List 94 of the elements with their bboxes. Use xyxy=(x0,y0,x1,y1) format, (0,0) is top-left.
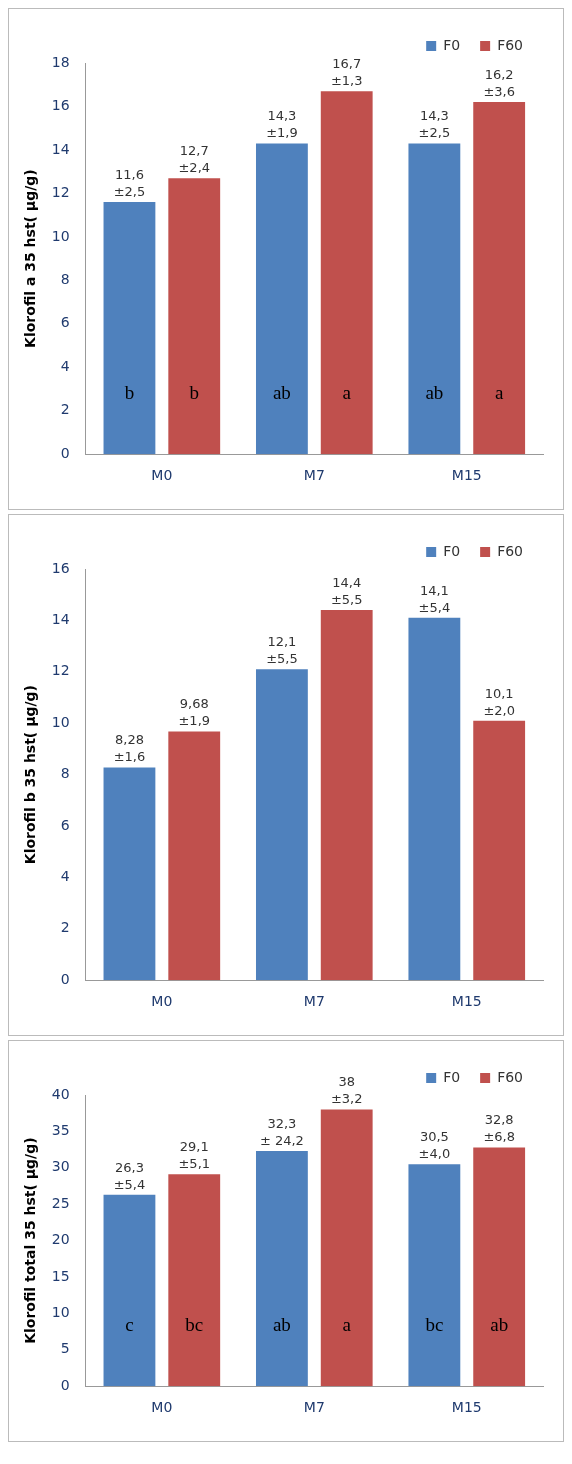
y-tick-label: 15 xyxy=(51,1267,70,1284)
bar xyxy=(255,669,308,981)
data-label: 11,6 ±2,5 xyxy=(113,166,146,199)
x-tick-label: M15 xyxy=(451,467,482,484)
data-label: 8,28 ±1,6 xyxy=(113,732,146,765)
y-tick-label: 18 xyxy=(51,53,70,70)
y-tick-label: 2 xyxy=(60,919,70,936)
y-tick-label: 12 xyxy=(51,662,70,679)
annotation: b xyxy=(124,382,135,404)
y-tick-label: 6 xyxy=(60,314,70,331)
y-tick-label: 14 xyxy=(51,611,70,628)
bar xyxy=(408,617,461,981)
legend-label: F60 xyxy=(497,1068,524,1085)
bar xyxy=(168,1174,221,1387)
data-label: 29,1 ±5,1 xyxy=(178,1139,211,1172)
y-tick-label: 12 xyxy=(51,184,70,201)
bar xyxy=(168,178,221,455)
data-label: 16,7 ±1,3 xyxy=(330,56,363,89)
data-label: 10,1 ±2,0 xyxy=(483,685,515,718)
bar xyxy=(408,1164,461,1387)
y-tick-label: 4 xyxy=(60,868,70,885)
legend-label: F0 xyxy=(443,36,461,53)
y-tick-label: 0 xyxy=(60,970,70,987)
bar xyxy=(408,143,461,455)
annotation: c xyxy=(125,1314,134,1336)
annotation: bc xyxy=(425,1314,444,1336)
y-tick-label: 20 xyxy=(51,1231,70,1248)
y-tick-label: 14 xyxy=(51,140,70,157)
data-label: 14,3 ±2,5 xyxy=(418,108,451,141)
y-tick-label: 2 xyxy=(60,401,70,418)
x-tick-label: M7 xyxy=(303,1399,325,1416)
y-tick-label: 4 xyxy=(60,357,70,374)
x-tick-label: M0 xyxy=(151,993,173,1010)
data-label: 38 ±3,2 xyxy=(330,1074,363,1107)
annotation: bc xyxy=(185,1314,204,1336)
bar xyxy=(168,731,221,981)
legend-label: F0 xyxy=(443,542,461,559)
data-label: 14,4 ±5,5 xyxy=(330,574,363,607)
bar xyxy=(473,1147,526,1387)
annotation: a xyxy=(342,1314,352,1336)
data-label: 12,1 ±5,5 xyxy=(266,634,298,667)
legend-label: F60 xyxy=(497,542,524,559)
annotation: b xyxy=(189,382,199,404)
y-tick-label: 0 xyxy=(60,1376,70,1393)
bar xyxy=(320,610,373,981)
data-label: 26,3 ±5,4 xyxy=(113,1159,146,1192)
data-label: 30,5 ±4,0 xyxy=(418,1129,451,1162)
y-axis-title: Klorofil total 35 hst( µg/g) xyxy=(22,1137,39,1344)
y-tick-label: 16 xyxy=(51,97,70,114)
y-tick-label: 16 xyxy=(51,559,70,576)
bar xyxy=(103,1194,156,1387)
y-tick-label: 6 xyxy=(60,816,70,833)
annotation: a xyxy=(494,382,504,404)
bar xyxy=(473,720,526,981)
bar xyxy=(473,102,526,455)
bar xyxy=(320,91,373,455)
x-tick-label: M7 xyxy=(303,467,325,484)
bar xyxy=(320,1109,373,1387)
data-label: 9,68 ±1,9 xyxy=(178,696,211,729)
bar xyxy=(255,143,308,455)
y-tick-label: 30 xyxy=(51,1158,70,1175)
y-tick-label: 8 xyxy=(60,765,70,782)
y-tick-label: 0 xyxy=(60,444,70,461)
y-tick-label: 10 xyxy=(51,227,70,244)
data-label: 12,7 ±2,4 xyxy=(178,143,211,176)
y-tick-label: 35 xyxy=(51,1122,70,1139)
annotation: ab xyxy=(272,382,291,404)
y-tick-label: 5 xyxy=(60,1340,70,1357)
legend-label: F0 xyxy=(443,1068,461,1085)
y-tick-label: 10 xyxy=(51,1304,70,1321)
x-tick-label: M15 xyxy=(451,1399,482,1416)
data-label: 32,3 ± 24,2 xyxy=(259,1115,304,1148)
bar xyxy=(255,1151,308,1387)
data-label: 16,2 ±3,6 xyxy=(483,67,515,99)
bar xyxy=(103,767,156,981)
data-label: 14,3 ±1,9 xyxy=(266,108,298,141)
data-label: 32,8 ±6,8 xyxy=(483,1112,515,1145)
y-axis-title: Klorofil b 35 hst( µg/g) xyxy=(22,684,39,865)
y-tick-label: 40 xyxy=(51,1085,70,1102)
annotation: ab xyxy=(272,1314,291,1336)
annotation: ab xyxy=(425,382,444,404)
annotation: ab xyxy=(490,1314,509,1336)
bar xyxy=(103,202,156,455)
x-tick-label: M0 xyxy=(151,1399,173,1416)
y-tick-label: 25 xyxy=(51,1194,70,1211)
x-tick-label: M15 xyxy=(451,993,482,1010)
x-tick-label: M0 xyxy=(151,467,173,484)
x-tick-label: M7 xyxy=(303,993,325,1010)
legend-label: F60 xyxy=(497,36,524,53)
y-tick-label: 8 xyxy=(60,270,70,287)
annotation: a xyxy=(342,382,352,404)
y-tick-label: 10 xyxy=(51,713,70,730)
data-label: 14,1 ±5,4 xyxy=(418,582,451,615)
y-axis-title: Klorofil a 35 hst( µg/g) xyxy=(22,169,39,348)
